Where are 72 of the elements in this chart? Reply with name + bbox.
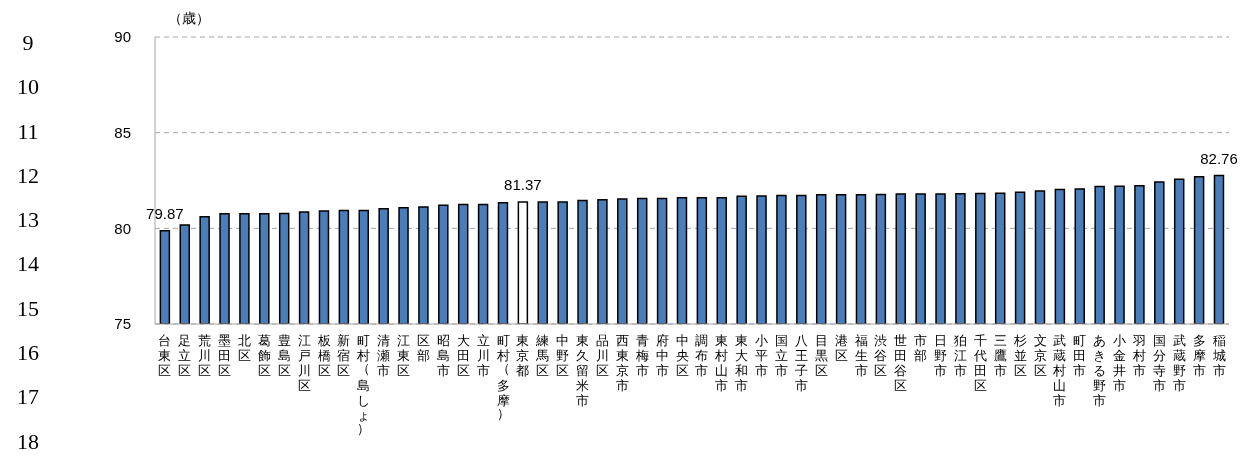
text: 16 <box>17 340 39 366</box>
x-tick-label: 青梅市 <box>634 333 649 378</box>
x-tick-label: 狛江市 <box>954 333 967 378</box>
text: 14 <box>17 251 39 277</box>
x-tick-label: 練馬区 <box>535 333 550 378</box>
x-tick-label: 千代田区 <box>972 333 987 393</box>
text: 15 <box>17 295 39 321</box>
x-tick-label: 小平市 <box>755 333 769 378</box>
x-tick-label: 文京区 <box>1033 333 1047 378</box>
y-tick-label: 80 <box>114 219 131 237</box>
x-tick-label: 東大和市 <box>735 333 749 393</box>
x-tick-label: 目黒区 <box>814 333 828 378</box>
x-tick-label: 町村（島しょ） <box>356 333 371 436</box>
x-tick-label: 町村（多摩） <box>495 333 510 421</box>
x-tick-label: 八王子市 <box>794 333 808 393</box>
text: 17 <box>17 384 39 410</box>
data-label: 79.87 <box>146 204 184 222</box>
text: 12 <box>17 162 39 188</box>
x-tick-label: 北区 <box>238 333 251 363</box>
x-tick-label: 新宿区 <box>337 333 351 378</box>
x-tick-label: 府中市 <box>655 333 669 378</box>
x-tick-label: 杉並区 <box>1012 333 1027 378</box>
x-tick-label: 武蔵野市 <box>1172 333 1186 393</box>
x-tick-label: 立川市 <box>476 333 490 378</box>
x-tick-label: 世田谷区 <box>894 333 908 393</box>
data-label: 81.37 <box>504 176 542 194</box>
x-tick-label: 日野市 <box>934 333 948 378</box>
y-tick-label: 85 <box>114 123 131 141</box>
x-tick-label: 羽村市 <box>1132 333 1146 378</box>
x-tick-label: 葛飾区 <box>257 333 271 378</box>
x-tick-label: 福生市 <box>854 333 868 378</box>
x-tick-label: 豊島区 <box>277 333 291 378</box>
x-tick-label: 調布市 <box>695 333 709 378</box>
x-tick-label: 町田市 <box>1073 333 1087 378</box>
x-tick-label: 大田区 <box>456 333 470 378</box>
x-tick-label: 国立市 <box>775 333 788 378</box>
x-tick-label: 墨田区 <box>218 333 232 378</box>
x-tick-label: 昭島市 <box>436 333 450 378</box>
y-axis-title: （歳） <box>168 10 210 28</box>
x-tick-label: 西東京市 <box>615 333 629 393</box>
x-tick-label: 足立区 <box>178 333 192 378</box>
text: 11 <box>17 118 39 144</box>
x-tick-label: 区部 <box>417 333 430 363</box>
x-tick-label: 東村山市 <box>714 333 729 393</box>
x-tick-label: 江東区 <box>397 333 411 378</box>
x-tick-label: 中央区 <box>675 333 689 378</box>
text: 13 <box>17 207 39 233</box>
x-tick-label: 清瀬市 <box>377 333 391 378</box>
x-tick-label: 港区 <box>834 333 848 363</box>
x-tick-label: 東京都 <box>516 333 530 378</box>
y-tick-label: 75 <box>114 315 131 333</box>
x-tick-label: 品川区 <box>596 333 609 378</box>
x-tick-label: 台東区 <box>158 333 172 378</box>
text: 18 <box>16 428 40 456</box>
text: 10 <box>17 74 39 100</box>
x-tick-label: 小金井市 <box>1113 333 1127 393</box>
x-tick-label: 多摩市 <box>1192 333 1206 378</box>
data-label: 82.76 <box>1200 149 1238 167</box>
x-tick-label: 市部 <box>914 333 928 363</box>
x-tick-label: あきる野市 <box>1093 333 1107 408</box>
x-tick-label: 渋谷区 <box>874 333 888 378</box>
x-tick-label: 三鷹市 <box>993 333 1007 378</box>
x-tick-label: 東久留米市 <box>576 333 590 408</box>
x-tick-label: 中野区 <box>556 333 570 378</box>
x-tick-label: 荒川区 <box>198 333 212 378</box>
x-tick-label: 板橋区 <box>316 333 331 378</box>
x-tick-label: 江戸川区 <box>297 333 311 393</box>
x-tick-label: 武蔵村山市 <box>1052 333 1067 408</box>
x-tick-label: 稲城市 <box>1211 333 1226 378</box>
text: 9 <box>22 30 34 55</box>
y-tick-label: 90 <box>114 28 131 46</box>
x-tick-label: 国分寺市 <box>1152 333 1166 393</box>
